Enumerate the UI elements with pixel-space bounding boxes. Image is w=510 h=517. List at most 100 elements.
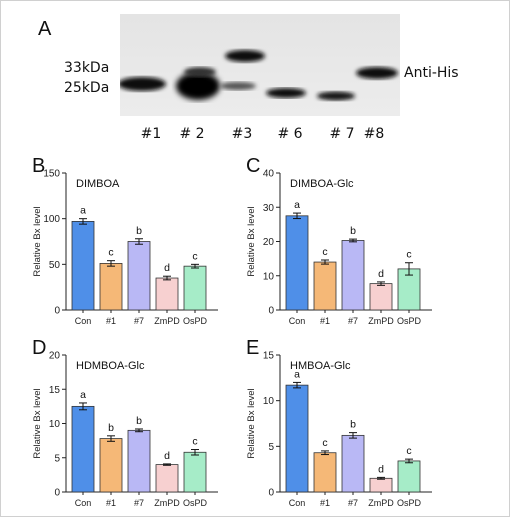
lane-label-7: # 7 bbox=[329, 126, 355, 142]
significance-letter: d bbox=[378, 463, 384, 475]
panel-letter-c: C bbox=[246, 155, 261, 177]
x-tick-label: Con bbox=[75, 498, 92, 508]
band-lane-3-lower bbox=[220, 82, 256, 90]
chart-hdmboa-glc: 0 5 10 15 20 Relative Bx level HDMBOA-Glc a Con b… bbox=[32, 351, 218, 508]
y-tick-label: 15 bbox=[263, 351, 275, 362]
y-axis-title: Relative Bx level bbox=[246, 388, 257, 458]
x-tick-label: ZmPD bbox=[154, 316, 180, 326]
y-tick-label: 10 bbox=[263, 396, 275, 407]
chart-title: HMBOA-Glc bbox=[290, 360, 351, 372]
western-blot-image bbox=[120, 14, 400, 116]
bar-ZmPD bbox=[155, 464, 179, 493]
significance-letter: c bbox=[406, 249, 411, 261]
y-tick-label: 20 bbox=[263, 237, 275, 248]
marker-33kda: 33kDa bbox=[64, 60, 110, 76]
bar-Con bbox=[71, 221, 95, 311]
y-axis-title: Relative Bx level bbox=[32, 388, 43, 458]
x-tick-label: #1 bbox=[106, 498, 116, 508]
lane-label-3: #3 bbox=[231, 126, 253, 142]
lane-label-8: #8 bbox=[363, 126, 385, 142]
bar-ZmPD bbox=[155, 277, 179, 311]
panel-letter-d: D bbox=[32, 337, 47, 359]
bar-#1 bbox=[313, 261, 337, 311]
x-tick-label: #1 bbox=[320, 498, 330, 508]
significance-letter: c bbox=[322, 246, 327, 258]
bar-#1 bbox=[99, 263, 123, 311]
bar-#7 bbox=[127, 429, 151, 493]
antibody-label: Anti-His bbox=[404, 65, 459, 81]
significance-letter: b bbox=[136, 415, 142, 427]
x-tick-label: #1 bbox=[320, 316, 330, 326]
chart-title: DIMBOA bbox=[76, 178, 120, 190]
significance-letter: b bbox=[350, 419, 356, 431]
significance-letter: a bbox=[80, 205, 86, 217]
panel-letter-a: A bbox=[38, 18, 52, 40]
x-tick-label: #1 bbox=[106, 316, 116, 326]
x-tick-label: ZmPD bbox=[368, 316, 394, 326]
band-lane-3 bbox=[225, 50, 265, 62]
y-axis-title: Relative Bx level bbox=[246, 206, 257, 276]
x-tick-label: ZmPD bbox=[154, 498, 180, 508]
bar-#7 bbox=[127, 241, 151, 311]
significance-letter: b bbox=[108, 422, 114, 434]
x-tick-label: OsPD bbox=[397, 316, 422, 326]
significance-letter: c bbox=[192, 436, 197, 448]
band-lane-2 bbox=[176, 72, 220, 100]
bar-Con bbox=[71, 405, 95, 493]
x-tick-label: OsPD bbox=[183, 498, 208, 508]
y-tick-label: 30 bbox=[263, 203, 275, 214]
y-tick-label: 150 bbox=[43, 169, 60, 180]
x-tick-label: Con bbox=[289, 498, 306, 508]
y-tick-label: 50 bbox=[49, 260, 61, 271]
y-tick-label: 20 bbox=[49, 351, 61, 362]
lane-label-1: #1 bbox=[140, 126, 162, 142]
significance-letter: c bbox=[322, 437, 327, 449]
bar-#7 bbox=[341, 240, 365, 311]
band-lane-6 bbox=[266, 88, 306, 98]
y-tick-label: 15 bbox=[49, 385, 61, 396]
y-tick-label: 10 bbox=[263, 271, 275, 282]
bar-#7 bbox=[341, 434, 365, 493]
significance-letter: a bbox=[294, 199, 300, 211]
x-tick-label: OsPD bbox=[397, 498, 422, 508]
significance-letter: b bbox=[136, 225, 142, 237]
chart-title: HDMBOA-Glc bbox=[76, 360, 145, 372]
significance-letter: d bbox=[164, 450, 170, 462]
y-tick-label: 0 bbox=[54, 306, 60, 317]
significance-letter: a bbox=[294, 368, 300, 380]
x-tick-label: Con bbox=[75, 316, 92, 326]
y-tick-label: 5 bbox=[54, 453, 60, 464]
bar-OsPD bbox=[183, 451, 207, 493]
lane-label-2: # 2 bbox=[179, 126, 205, 142]
y-tick-label: 0 bbox=[268, 488, 274, 499]
x-tick-label: #7 bbox=[348, 498, 358, 508]
band-lane-1 bbox=[120, 77, 166, 91]
bar-ZmPD bbox=[369, 477, 393, 493]
x-tick-label: #7 bbox=[134, 316, 144, 326]
y-tick-label: 10 bbox=[49, 419, 61, 430]
x-tick-label: #7 bbox=[348, 316, 358, 326]
y-axis-title: Relative Bx level bbox=[32, 206, 43, 276]
bar-#1 bbox=[313, 452, 337, 493]
significance-letter: c bbox=[192, 250, 197, 262]
lane-label-6: # 6 bbox=[277, 126, 303, 142]
y-tick-label: 100 bbox=[43, 214, 60, 225]
marker-25kda: 25kDa bbox=[64, 80, 110, 96]
chart-dimboa-glc: 0 10 20 30 40 Relative Bx level DIMBOA-Glc a Con… bbox=[246, 169, 432, 326]
significance-letter: c bbox=[406, 445, 411, 457]
y-tick-label: 0 bbox=[268, 306, 274, 317]
y-tick-label: 40 bbox=[263, 169, 275, 180]
x-tick-label: OsPD bbox=[183, 316, 208, 326]
band-lane-7 bbox=[317, 91, 355, 101]
x-tick-label: ZmPD bbox=[368, 498, 394, 508]
y-tick-label: 0 bbox=[54, 488, 60, 499]
significance-letter: a bbox=[80, 389, 86, 401]
significance-letter: d bbox=[164, 262, 170, 274]
band-lane-8 bbox=[356, 67, 398, 79]
y-tick-label: 5 bbox=[268, 442, 274, 453]
chart-title: DIMBOA-Glc bbox=[290, 178, 354, 190]
band-lane-2-upper bbox=[184, 67, 216, 77]
bar-Con bbox=[285, 384, 309, 493]
panel-letter-e: E bbox=[246, 337, 260, 359]
